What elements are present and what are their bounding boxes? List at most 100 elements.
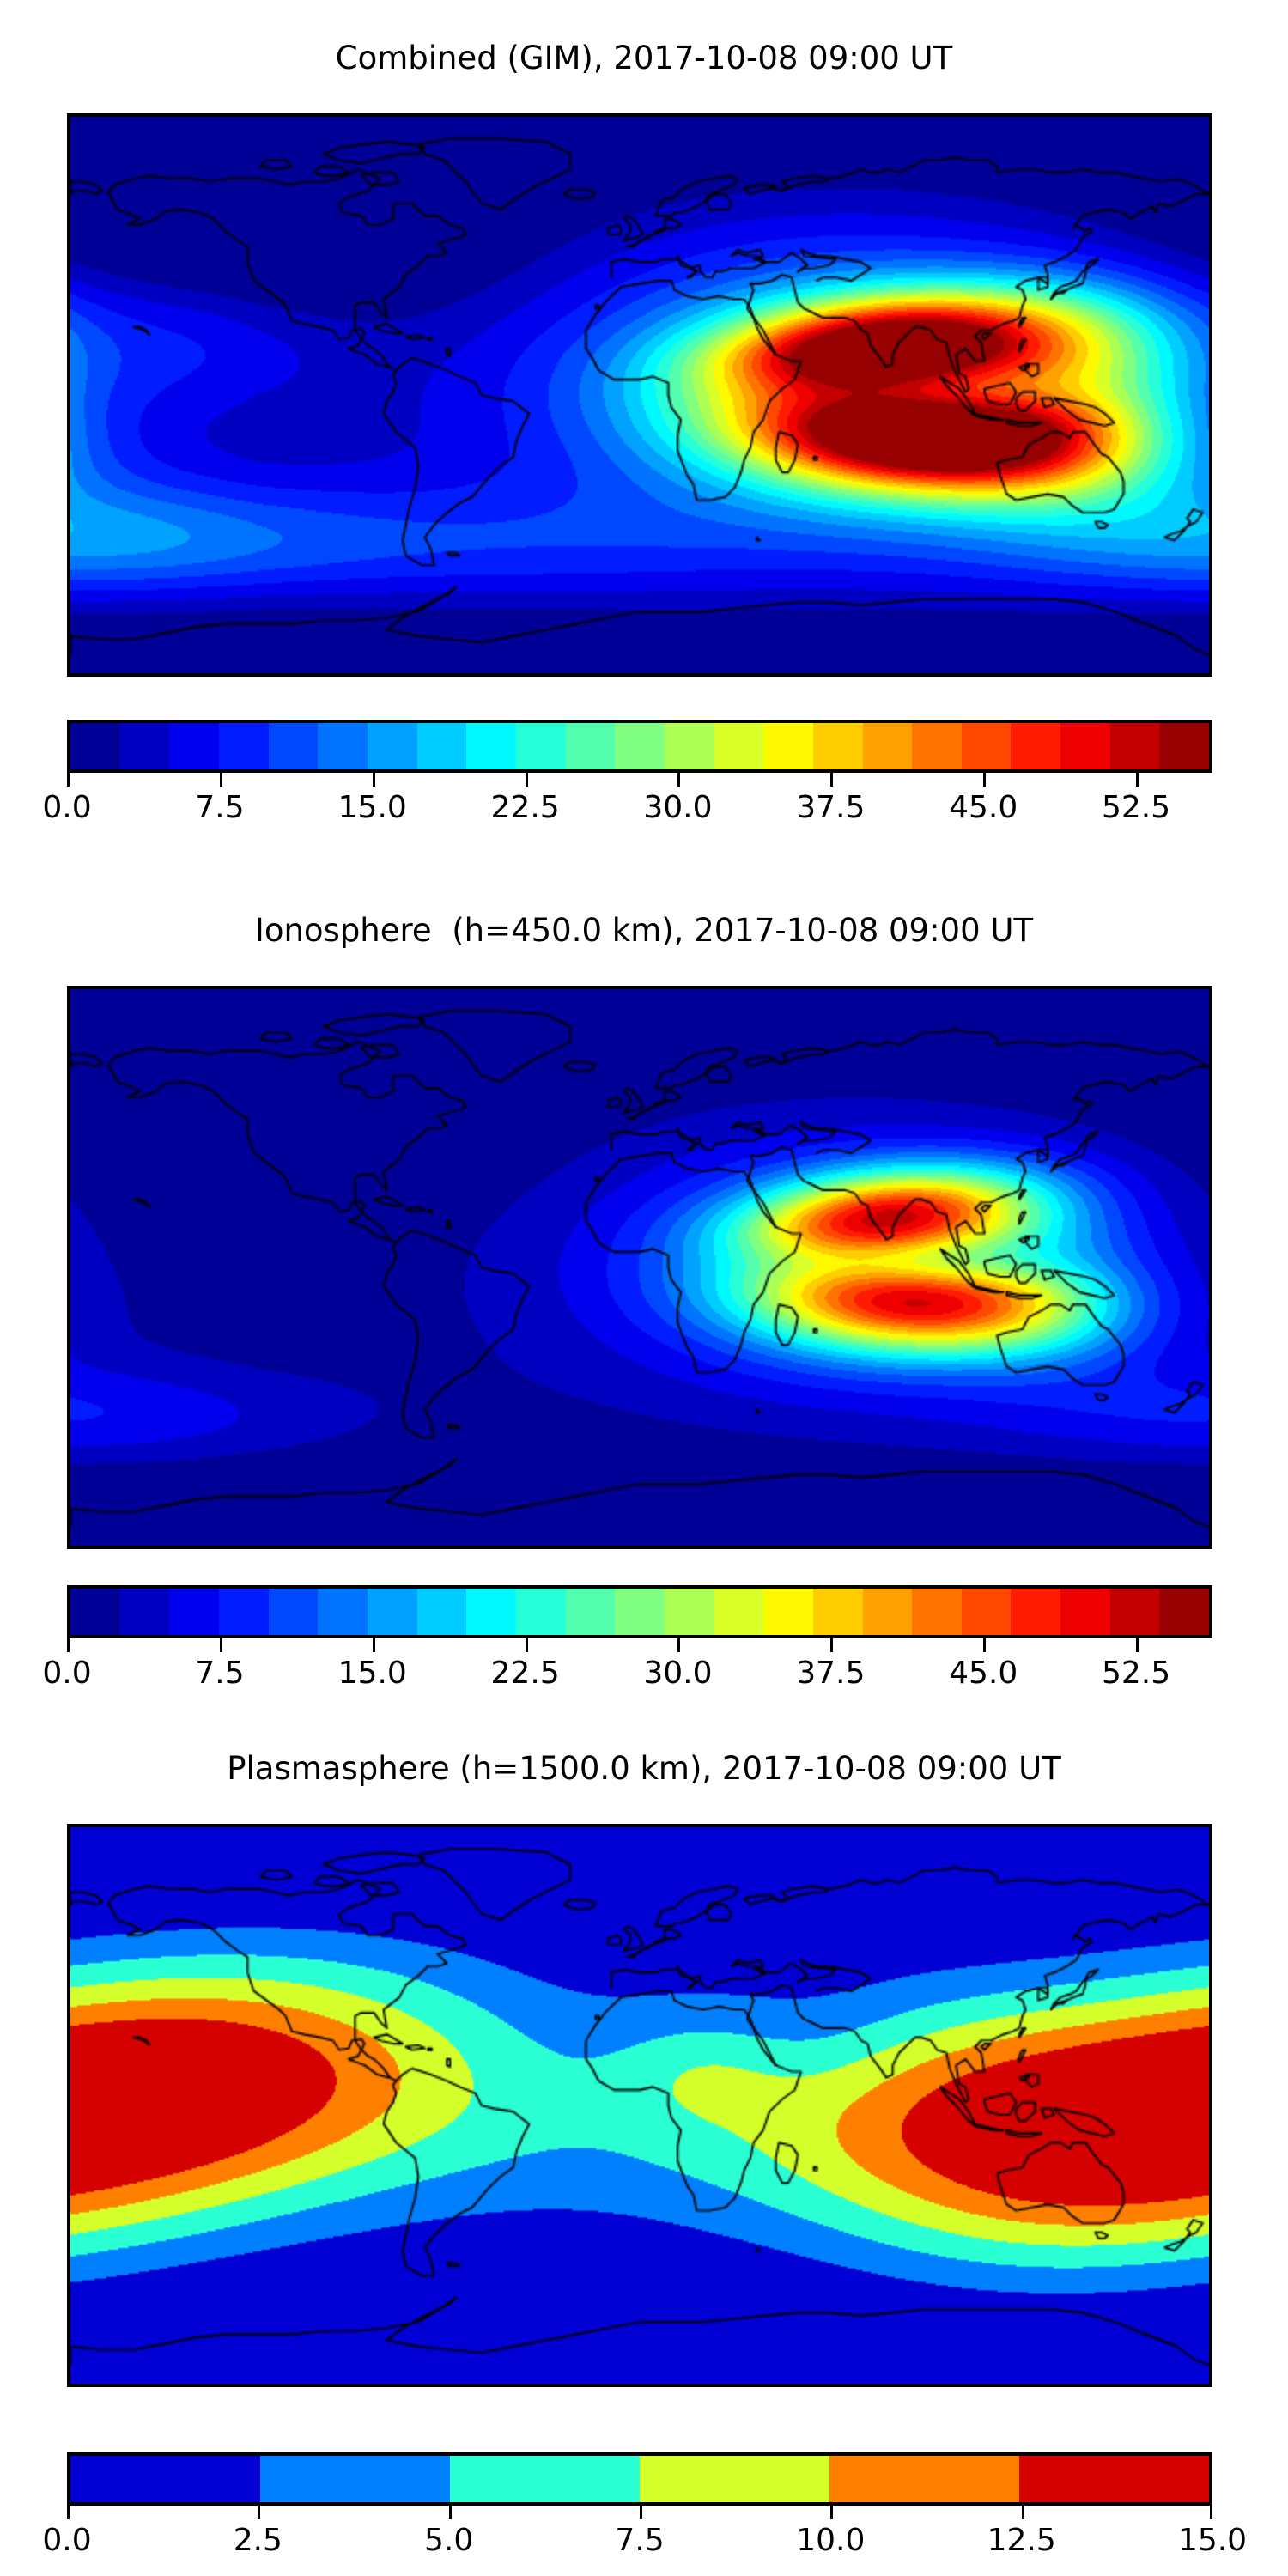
colorbar-segment — [218, 723, 269, 769]
colorbar-segment — [119, 1589, 170, 1635]
colorbar-segment — [1011, 1589, 1061, 1635]
colorbar-segment — [640, 2456, 829, 2502]
colorbar-segment — [1019, 2456, 1209, 2502]
colorbar-tick — [1210, 2506, 1212, 2519]
colorbar-tick-label: 0.0 — [42, 2523, 92, 2558]
colorbar-labels-combined: 0.0 7.5 15.0 22.5 30.0 37.5 45.0 52.5 — [42, 790, 1212, 833]
colorbar-segment — [119, 723, 170, 769]
colorbar-segment — [1109, 1589, 1160, 1635]
colorbar-tick — [372, 1638, 375, 1652]
colorbar-segment — [416, 1589, 467, 1635]
colorbar-labels-ionosphere: 0.0 7.5 15.0 22.5 30.0 37.5 45.0 52.5 — [42, 1656, 1212, 1698]
colorbar-segment — [829, 2456, 1019, 2502]
colorbar-segment — [1060, 723, 1110, 769]
colorbar-tick-label: 15.0 — [1177, 2523, 1248, 2558]
colorbar-tick-label: 45.0 — [949, 1656, 1018, 1691]
map-canvas-plasmasphere — [70, 1827, 1209, 2384]
colorbar-tick — [677, 1638, 681, 1652]
colorbar-tick — [67, 773, 70, 787]
colorbar-segment — [1159, 723, 1210, 769]
colorbar-tick-label: 37.5 — [796, 1656, 866, 1691]
map-canvas-combined — [70, 117, 1209, 673]
panel-combined: Combined (GIM), 2017-10-08 09:00 UT 0.0 7… — [0, 0, 1288, 859]
colorbar-segment — [367, 1589, 417, 1635]
map-canvas-ionosphere — [70, 989, 1209, 1546]
colorbar-tick — [372, 773, 375, 787]
colorbar-tick — [677, 773, 681, 787]
colorbar-segment — [70, 1589, 120, 1635]
panel-title-plasmasphere: Plasmasphere (h=1500.0 km), 2017-10-08 0… — [227, 1750, 1061, 1787]
colorbar-tick — [983, 773, 987, 787]
colorbar-tick-label: 0.0 — [42, 790, 92, 825]
colorbar-tick — [525, 1638, 528, 1652]
colorbar-strip-ionosphere — [67, 1585, 1212, 1638]
colorbar-tick-label: 7.5 — [615, 2523, 665, 2558]
colorbar-segment — [912, 723, 962, 769]
colorbar-segment — [268, 723, 319, 769]
colorbar-segment — [318, 723, 368, 769]
colorbar-segment — [565, 1589, 616, 1635]
colorbar-tick — [67, 1638, 70, 1652]
colorbar-tick-label: 30.0 — [643, 1656, 713, 1691]
colorbar-tick — [1136, 1638, 1139, 1652]
colorbar-tick-label: 7.5 — [195, 1656, 245, 1691]
colorbar-tick — [219, 773, 222, 787]
colorbar-segment — [70, 2456, 260, 2502]
colorbar-tick-label: 45.0 — [949, 790, 1018, 825]
colorbar-tick-label: 30.0 — [643, 790, 713, 825]
colorbar-segment — [565, 723, 616, 769]
colorbar-tick — [983, 1638, 987, 1652]
colorbar-segment — [515, 723, 566, 769]
colorbar-segment — [1011, 723, 1061, 769]
colorbar-tick-label: 12.5 — [987, 2523, 1056, 2558]
colorbar-segment — [812, 1589, 863, 1635]
colorbar-tick — [830, 1638, 834, 1652]
colorbar-tick-label: 52.5 — [1101, 1656, 1171, 1691]
colorbar-segment — [318, 1589, 368, 1635]
colorbar-segment — [218, 1589, 269, 1635]
colorbar-tick-label: 10.0 — [796, 2523, 866, 2558]
colorbar-tick-label: 7.5 — [195, 790, 245, 825]
colorbar-segment — [466, 1589, 516, 1635]
colorbar-segment — [615, 723, 665, 769]
colorbar-segment — [763, 1589, 813, 1635]
colorbar-tick — [1021, 2506, 1024, 2519]
colorbar-ticks-ionosphere — [67, 1638, 1212, 1654]
colorbar-segment — [169, 723, 219, 769]
map-ionosphere — [67, 986, 1212, 1549]
colorbar-tick-label: 52.5 — [1101, 790, 1171, 825]
panel-title-ionosphere: Ionosphere (h=450.0 km), 2017-10-08 09:0… — [254, 912, 1034, 949]
colorbar-tick — [448, 2506, 452, 2519]
colorbar-segment — [515, 1589, 566, 1635]
colorbar-tick — [830, 773, 834, 787]
colorbar-tick-label: 15.0 — [337, 790, 407, 825]
colorbar-segment — [1159, 1589, 1210, 1635]
colorbar-segment — [714, 1589, 764, 1635]
panel-title-combined: Combined (GIM), 2017-10-08 09:00 UT — [335, 39, 953, 76]
colorbar-segment — [169, 1589, 219, 1635]
colorbar-segment — [416, 723, 467, 769]
colorbar-tick — [219, 1638, 222, 1652]
colorbar-segment — [862, 723, 913, 769]
colorbar-segment — [466, 723, 516, 769]
colorbar-segment — [260, 2456, 450, 2502]
colorbar-segment — [367, 723, 417, 769]
panel-plasmasphere: Plasmasphere (h=1500.0 km), 2017-10-08 0… — [0, 1717, 1288, 2576]
colorbar-segment — [615, 1589, 665, 1635]
colorbar-segment — [912, 1589, 962, 1635]
colorbar-segment — [714, 723, 764, 769]
colorbar-segment — [268, 1589, 319, 1635]
map-combined — [67, 113, 1212, 677]
colorbar-segment — [812, 723, 863, 769]
colorbar-segment — [70, 723, 120, 769]
colorbar-segment — [862, 1589, 913, 1635]
colorbar-segment — [450, 2456, 640, 2502]
colorbar-segment — [664, 723, 714, 769]
colorbar-tick — [640, 2506, 642, 2519]
colorbar-tick — [258, 2506, 261, 2519]
colorbar-strip-plasmasphere — [67, 2452, 1212, 2506]
colorbar-tick-label: 22.5 — [490, 1656, 560, 1691]
colorbar-tick — [830, 2506, 834, 2519]
colorbar-segment — [1060, 1589, 1110, 1635]
colorbar-tick-label: 37.5 — [796, 790, 866, 825]
